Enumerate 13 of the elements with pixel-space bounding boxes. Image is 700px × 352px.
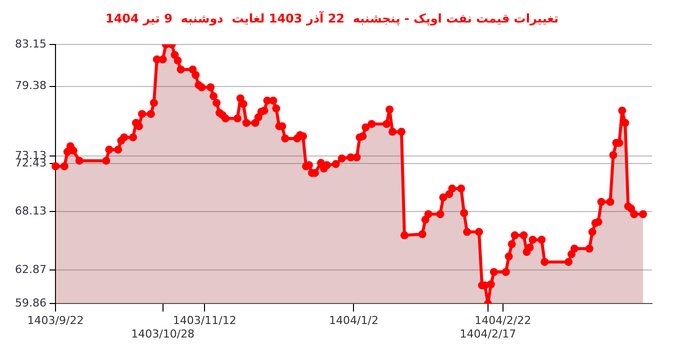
x-tick-label: 1403/10/28 [131, 327, 195, 340]
y-tick-label: 72.43 [14, 156, 46, 170]
x-tick-label: 1404/2/17 [460, 327, 516, 340]
chart-title: تغییرات قیمت نفت اوپک - پنجشنبه 22 آذر 1403 لغایت دوشنبه 9 تیر 1404 [105, 10, 559, 26]
x-tick-label: 1403/11/12 [172, 314, 236, 328]
y-tick-label: 79.38 [14, 79, 46, 92]
y-tick-label: 83.15 [14, 37, 46, 50]
y-tick-label: 68.13 [14, 204, 46, 218]
y-tick-label: 59.86 [14, 296, 46, 310]
y-tick-label: 62.87 [14, 262, 46, 276]
x-tick-label: 1404/1/2 [329, 314, 378, 328]
x-tick-label: 1404/2/22 [474, 314, 532, 328]
x-tick-label: 1403/9/22 [27, 314, 84, 328]
